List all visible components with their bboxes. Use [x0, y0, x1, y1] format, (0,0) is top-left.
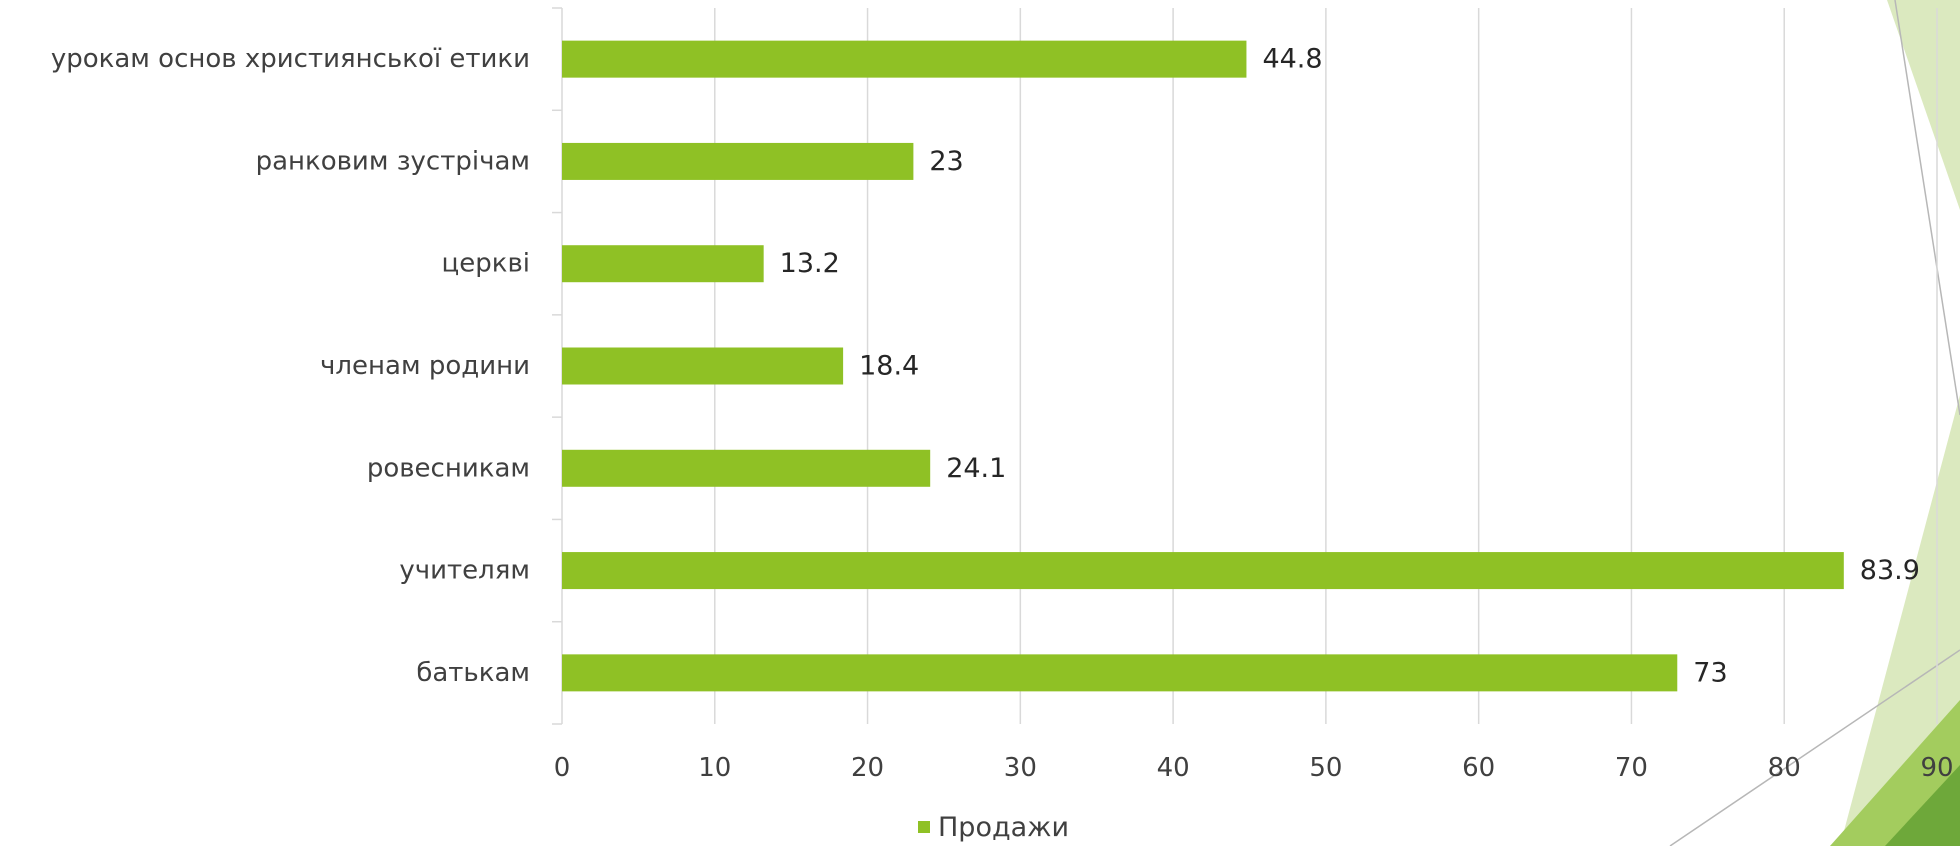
x-tick-label: 80 [1768, 753, 1801, 783]
legend-swatch [918, 821, 930, 833]
category-axis [552, 7, 563, 725]
bar [562, 142, 914, 180]
category-label: ранковим зустрічам [256, 146, 530, 176]
category-labels: урокам основ християнської етики ранковим… [51, 44, 530, 688]
data-label: 13.2 [780, 248, 840, 279]
x-tick-label: 40 [1157, 753, 1190, 783]
decor-shape-right [1840, 395, 1960, 846]
category-label: членам родини [320, 351, 530, 381]
data-label: 73 [1693, 657, 1727, 688]
x-tick-label: 0 [554, 753, 571, 783]
decoration [1669, 0, 1960, 846]
x-tick-label: 20 [851, 753, 884, 783]
bars [562, 40, 1844, 692]
category-label: учителям [399, 556, 530, 586]
legend-label: Продажи [938, 811, 1070, 843]
decor-line-1 [1894, 0, 1960, 416]
bar [562, 347, 844, 385]
bar [562, 654, 1678, 692]
data-label: 24.1 [946, 453, 1006, 484]
gridlines [714, 8, 1938, 724]
category-label: церкві [442, 249, 530, 279]
bar [562, 40, 1247, 78]
data-labels: 44.8 23 13.2 18.4 24.1 83.9 73 [780, 44, 1920, 689]
data-label: 83.9 [1860, 555, 1920, 586]
decor-line-2 [1669, 649, 1960, 846]
decor-shape-top [1887, 0, 1960, 210]
x-tick-label: 50 [1309, 753, 1342, 783]
bar [562, 449, 931, 487]
data-label: 44.8 [1262, 44, 1322, 75]
bar [562, 552, 1844, 590]
x-tick-label: 70 [1615, 753, 1648, 783]
category-label: урокам основ християнської етики [51, 44, 530, 74]
legend: Продажи [918, 810, 1069, 844]
category-label: ровесникам [367, 453, 530, 483]
x-tick-label: 10 [698, 753, 731, 783]
data-label: 18.4 [859, 351, 919, 382]
decor-shape-dark [1885, 765, 1960, 846]
x-tick-label: 30 [1004, 753, 1037, 783]
data-label: 23 [929, 146, 963, 177]
x-tick-labels: 0 10 20 30 40 50 60 70 80 90 [554, 753, 1954, 783]
bar [562, 245, 764, 283]
category-label: батькам [416, 658, 530, 688]
x-tick-label: 90 [1920, 753, 1953, 783]
x-tick-label: 60 [1462, 753, 1495, 783]
